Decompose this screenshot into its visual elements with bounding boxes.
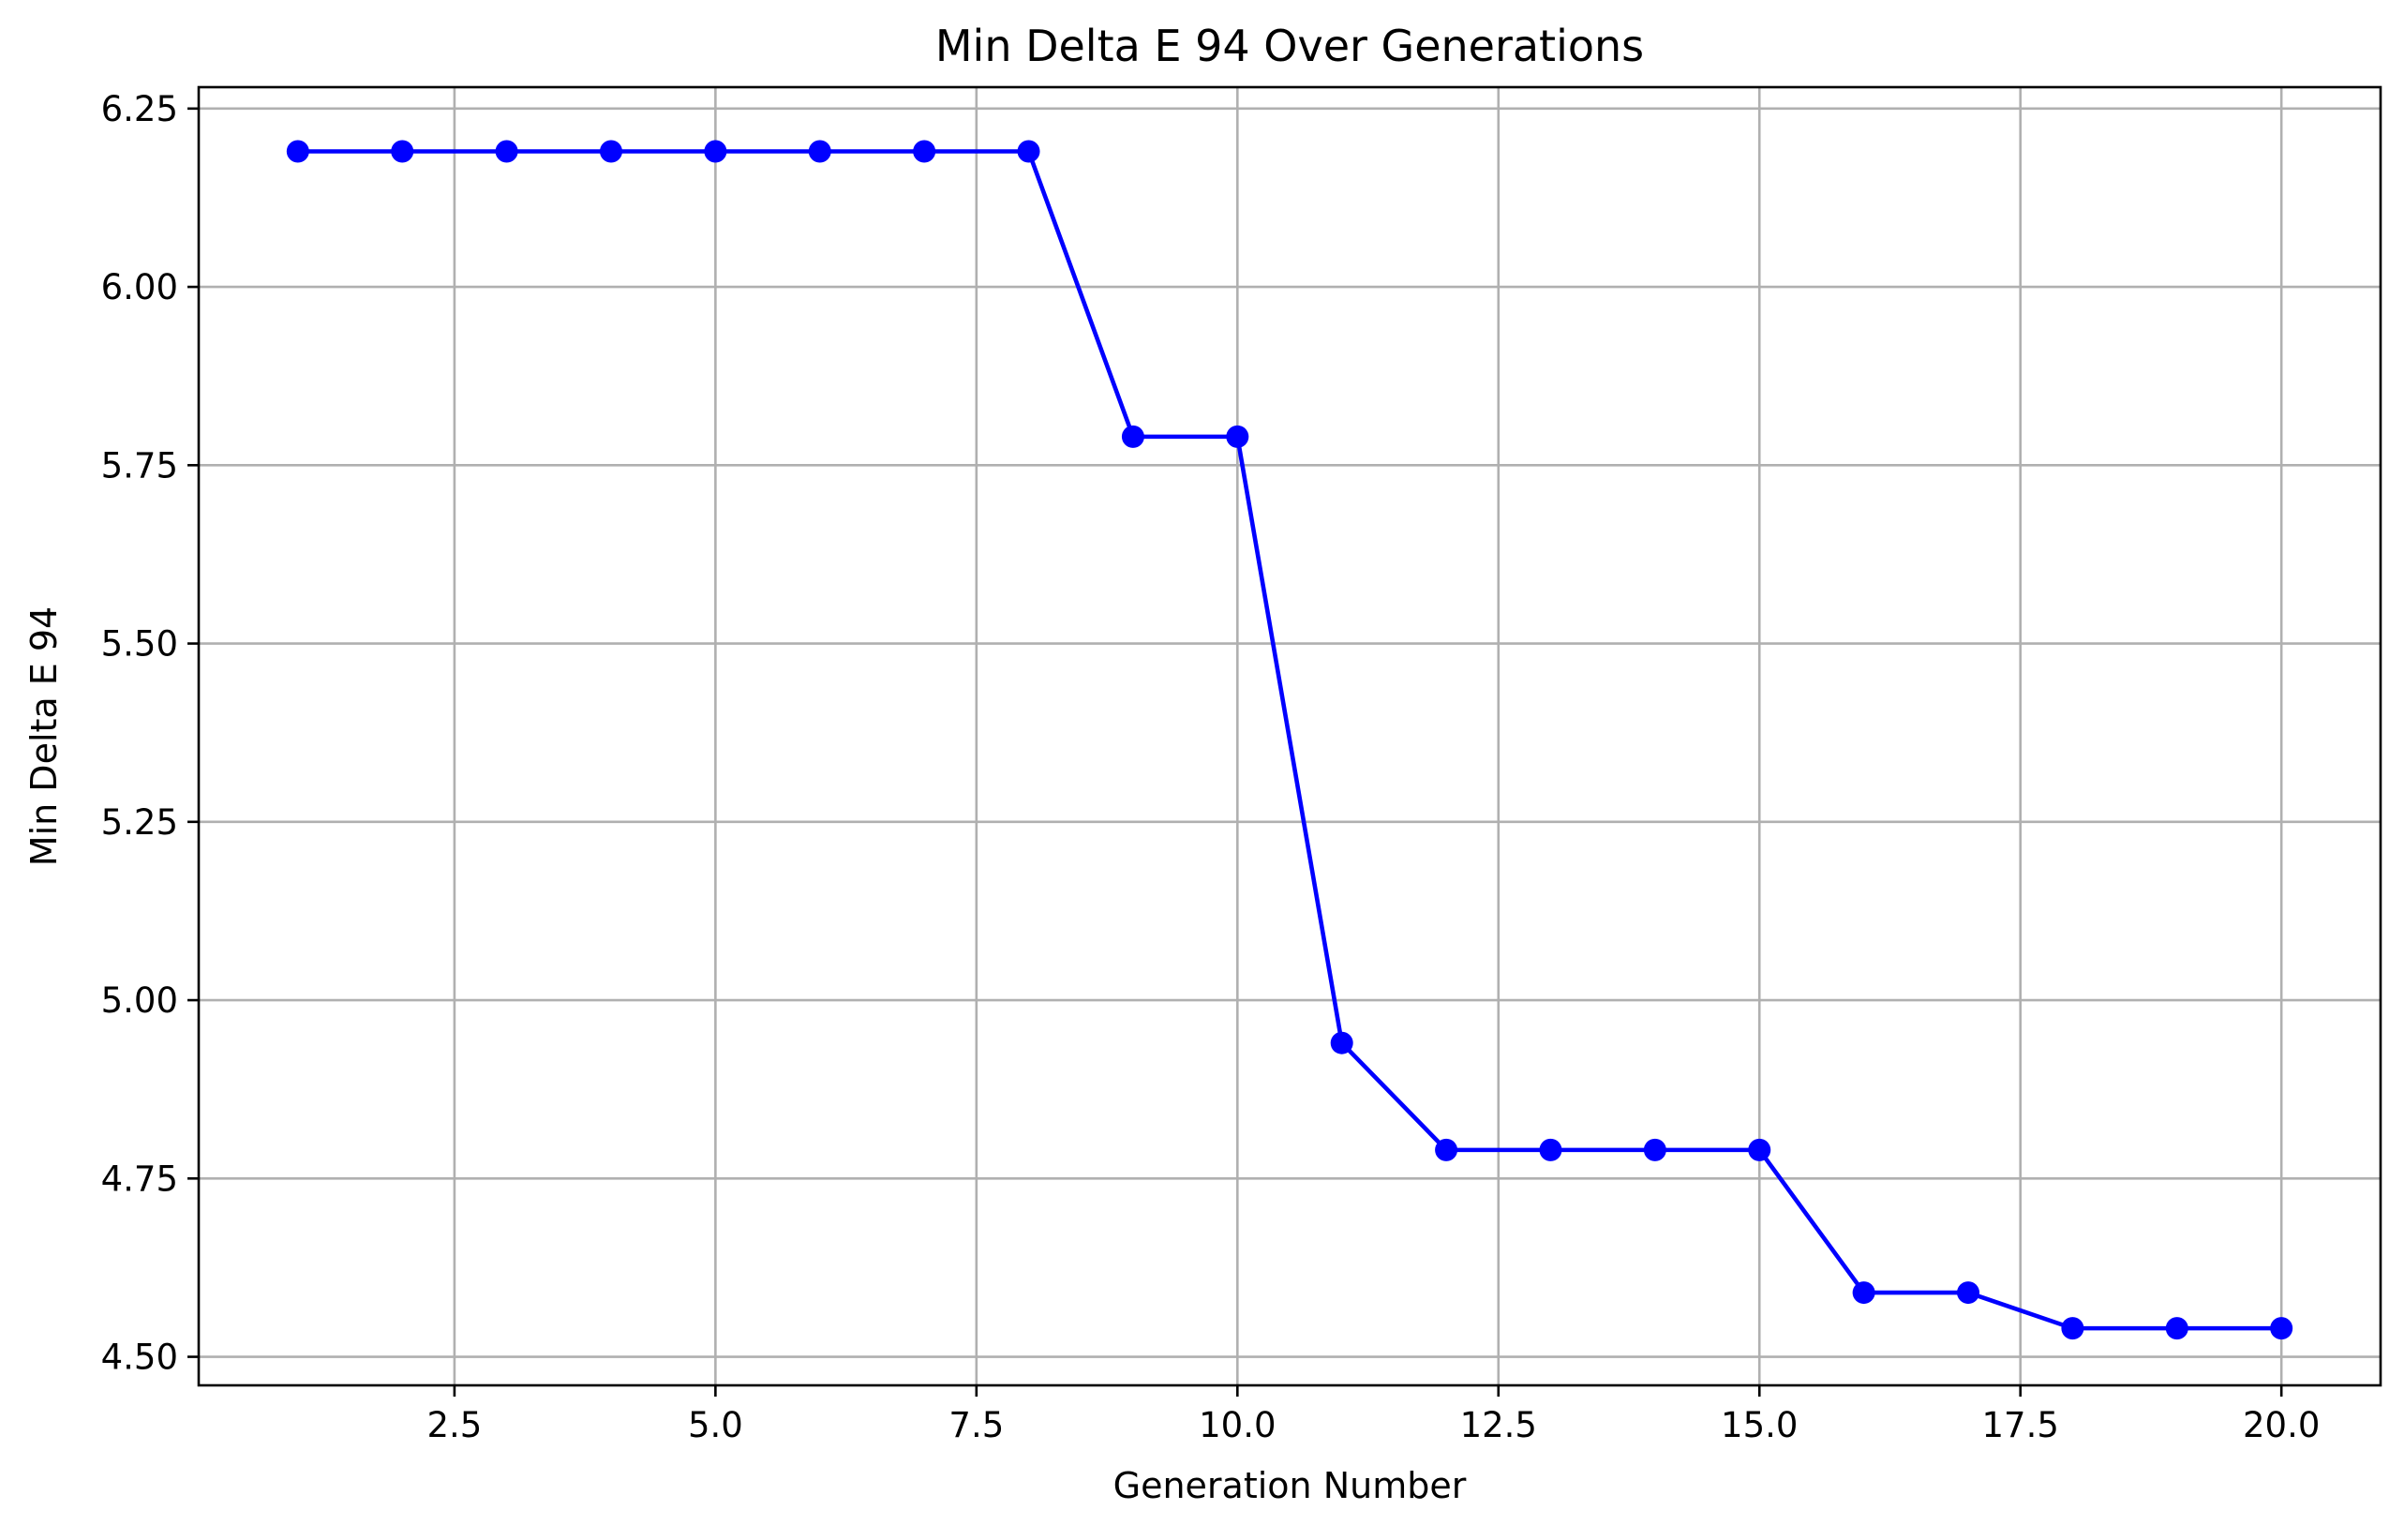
data-point <box>391 140 414 163</box>
grid <box>199 87 2381 1385</box>
data-point <box>286 140 309 163</box>
data-point <box>1852 1281 1875 1305</box>
data-point <box>1226 425 1249 448</box>
data-point <box>1957 1281 1980 1305</box>
x-axis-label: Generation Number <box>1113 1465 1467 1506</box>
x-tick-label: 10.0 <box>1199 1405 1276 1445</box>
x-tick-label: 5.0 <box>688 1405 743 1445</box>
data-point <box>913 140 936 163</box>
data-point <box>599 140 622 163</box>
series-line <box>297 149 2282 1331</box>
y-tick-label: 4.50 <box>101 1338 178 1378</box>
axis-ticks: 2.5 5.0 7.5 10.0 12.5 15.0 17.5 20.0 4.50 4.75 5.0… <box>101 89 2321 1445</box>
data-point <box>1330 1031 1353 1054</box>
x-tick-label: 17.5 <box>1982 1405 2059 1445</box>
y-axis-label: Min Delta E 94 <box>23 606 65 866</box>
series-layer <box>286 140 2293 1340</box>
data-point <box>1435 1138 1458 1161</box>
plot-frame <box>197 85 2382 1387</box>
y-tick-label: 5.00 <box>101 980 178 1021</box>
data-point <box>704 140 727 163</box>
data-point <box>1121 425 1144 448</box>
data-point <box>808 140 831 163</box>
x-tick-label: 20.0 <box>2243 1405 2320 1445</box>
y-tick-label: 4.75 <box>101 1159 178 1199</box>
data-point <box>1748 1138 1771 1161</box>
y-tick-label: 5.25 <box>101 802 178 843</box>
x-tick-label: 15.0 <box>1721 1405 1798 1445</box>
data-point <box>2061 1317 2084 1340</box>
y-tick-label: 6.00 <box>101 267 178 307</box>
y-tick-label: 6.25 <box>101 89 178 129</box>
data-point <box>495 140 518 163</box>
x-tick-label: 12.5 <box>1460 1405 1537 1445</box>
y-tick-label: 5.50 <box>101 624 178 665</box>
x-tick-label: 7.5 <box>948 1405 1004 1445</box>
data-point <box>1643 1138 1666 1161</box>
data-point <box>2165 1317 2188 1340</box>
chart-title: Min Delta E 94 Over Generations <box>935 21 1644 71</box>
data-point <box>1539 1138 1562 1161</box>
x-tick-label: 2.5 <box>426 1405 482 1445</box>
data-point <box>2270 1317 2293 1340</box>
data-point <box>1017 140 1040 163</box>
y-tick-label: 5.75 <box>101 445 178 486</box>
